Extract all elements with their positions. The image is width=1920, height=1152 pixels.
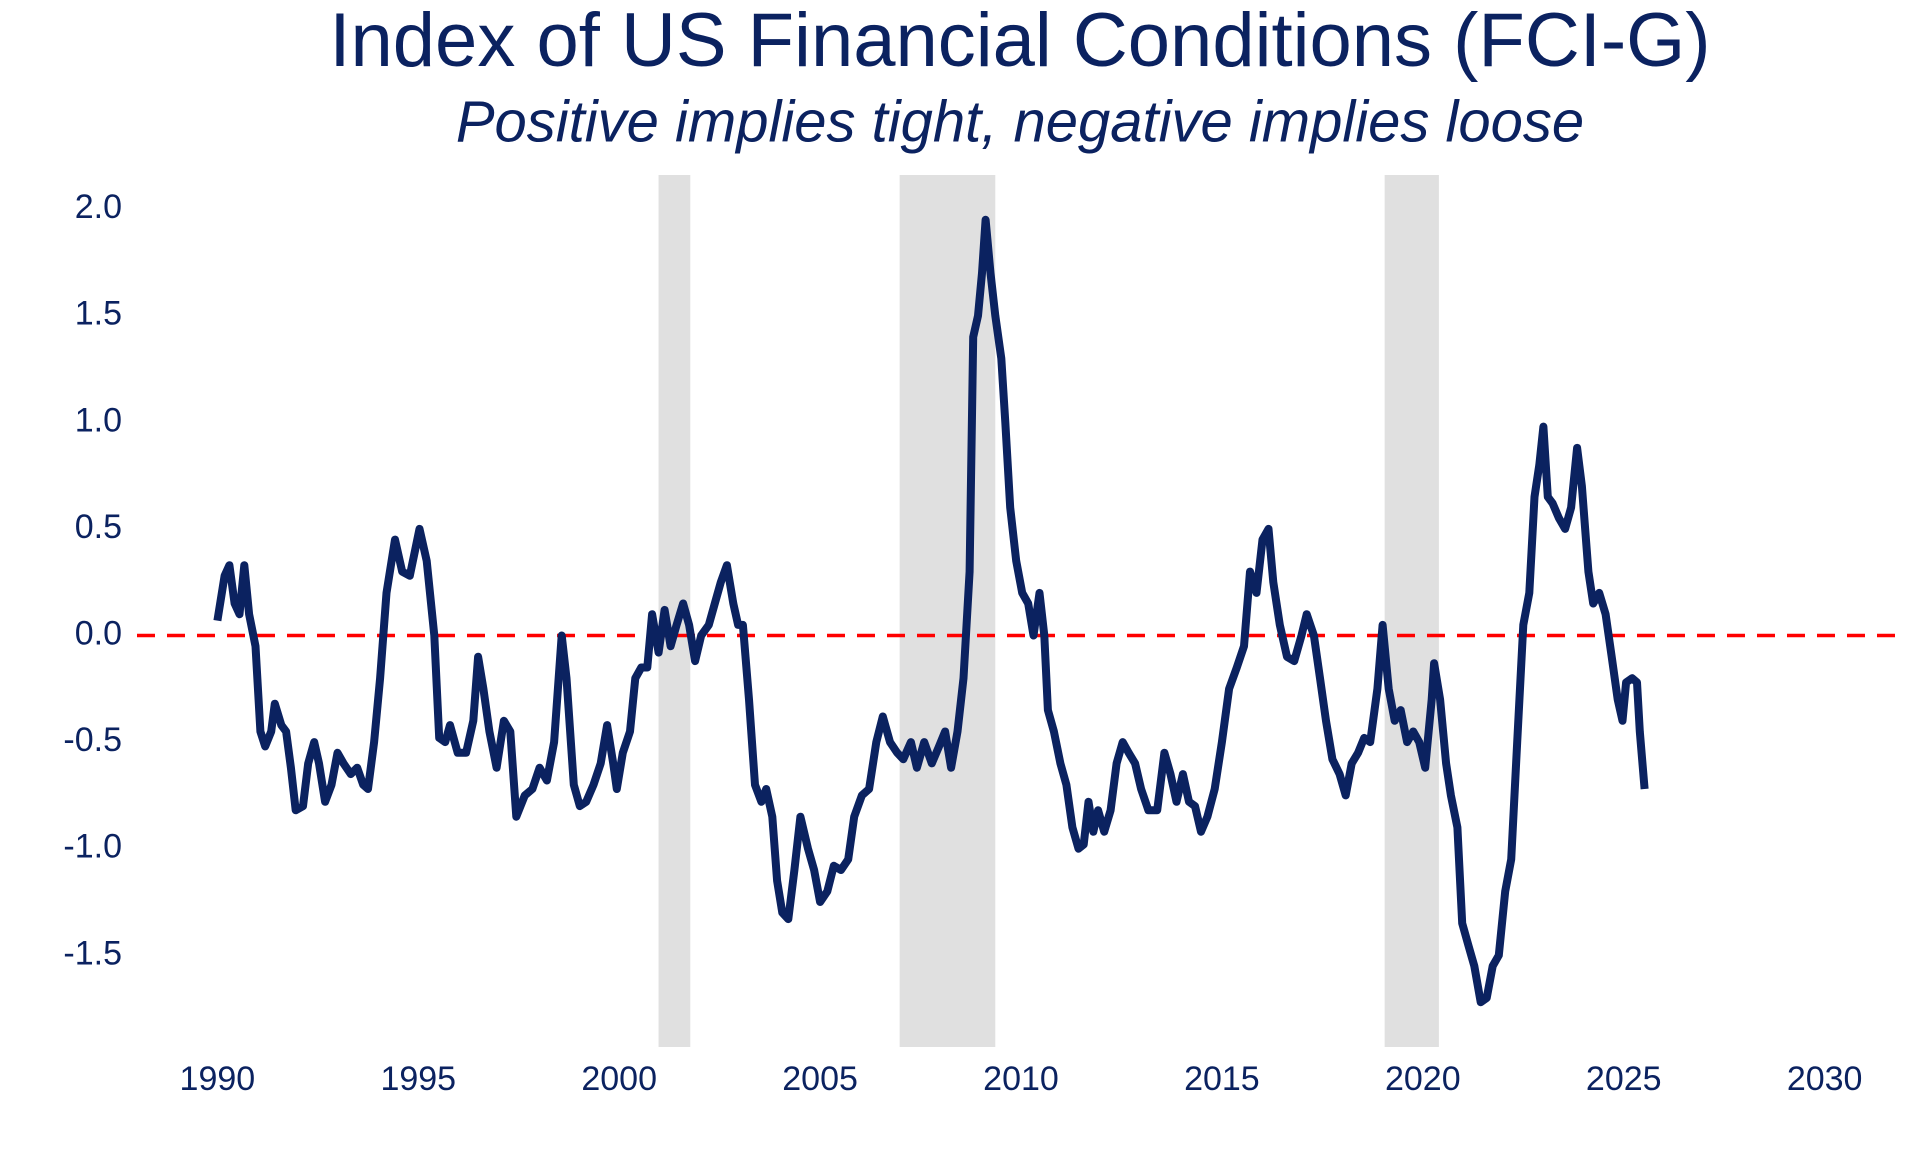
y-tick-label: 2.0 [75, 188, 122, 226]
x-tick-label: 2020 [1385, 1060, 1461, 1098]
x-tick-label: 2030 [1787, 1060, 1863, 1098]
y-tick-label: 1.0 [75, 401, 122, 439]
y-tick-label: 1.5 [75, 295, 122, 333]
x-tick-label: 1990 [180, 1060, 256, 1098]
y-tick-label: -0.5 [63, 721, 122, 759]
x-tick-label: 2010 [983, 1060, 1059, 1098]
y-tick-label: 0.5 [75, 508, 122, 546]
fci-line [213, 215, 1649, 1007]
x-tick-label: 2025 [1586, 1060, 1662, 1098]
x-tick-label: 2015 [1184, 1060, 1260, 1098]
chart-title: Index of US Financial Conditions (FCI-G) [329, 0, 1710, 83]
y-tick-label: 0.0 [75, 615, 122, 653]
x-tick-label: 1995 [380, 1060, 456, 1098]
chart-subtitle: Positive implies tight, negative implies… [456, 89, 1584, 154]
y-tick-label: -1.0 [63, 828, 122, 866]
x-tick-label: 2000 [581, 1060, 657, 1098]
x-tick-label: 2005 [782, 1060, 858, 1098]
recession-band [1384, 175, 1439, 1047]
y-tick-label: -1.5 [63, 934, 122, 972]
